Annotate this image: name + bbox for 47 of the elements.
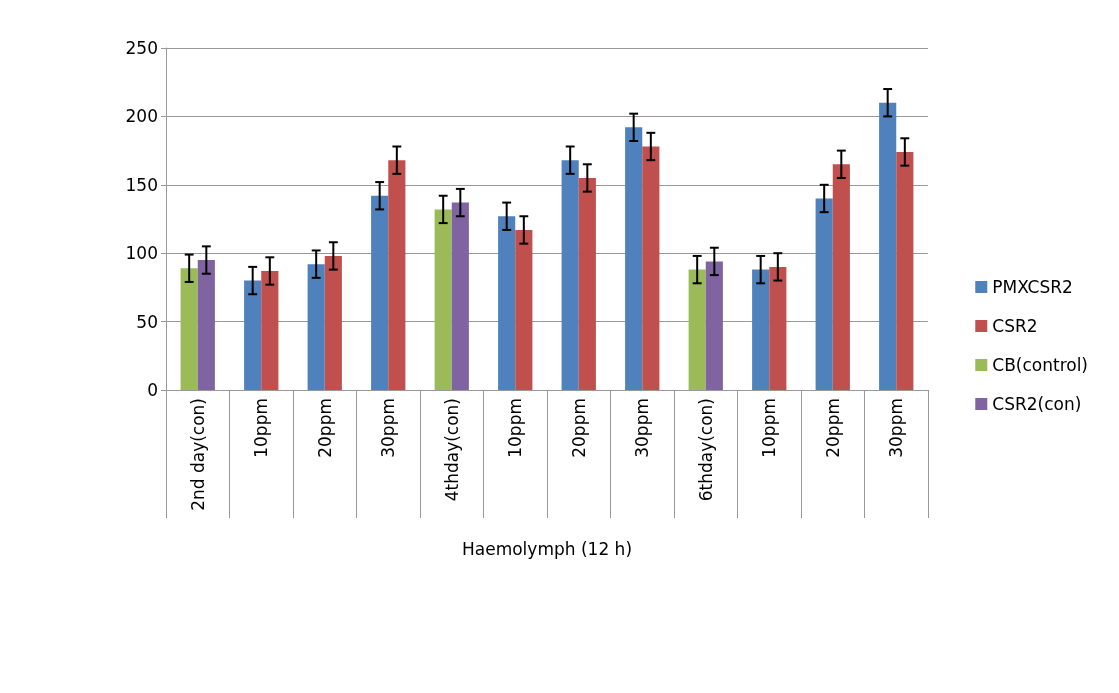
x-tick-label: 10ppm — [505, 398, 526, 458]
x-tick-label: 30ppm — [886, 398, 907, 458]
bar — [688, 269, 706, 390]
bar — [180, 268, 198, 390]
bar — [752, 269, 770, 390]
bar — [261, 270, 279, 390]
y-tick-label: 200 — [125, 106, 158, 127]
bar — [498, 216, 516, 390]
y-tick-label: 0 — [147, 380, 158, 400]
legend-label: CSR2(con) — [992, 394, 1082, 414]
bar — [515, 229, 533, 390]
bar — [578, 177, 596, 390]
bar — [896, 151, 914, 390]
bar — [815, 198, 833, 390]
x-tick-label: 10ppm — [759, 398, 780, 458]
y-tick-label: 250 — [125, 38, 158, 58]
bar — [879, 102, 897, 390]
x-tick-label: 2nd day(con) — [187, 398, 208, 511]
legend-label: CSR2 — [992, 316, 1038, 336]
bar — [434, 209, 452, 390]
y-tick-label: 100 — [125, 243, 158, 264]
x-tick-label: 4thday(con) — [441, 398, 462, 502]
y-tick-label: 150 — [125, 174, 158, 195]
bar — [371, 195, 389, 390]
x-tick-label: 20ppm — [568, 398, 589, 458]
bar — [625, 127, 643, 390]
bar — [769, 266, 787, 390]
bar — [642, 146, 660, 390]
x-axis-title: Haemolymph (12 h) — [461, 538, 633, 559]
bar — [324, 255, 342, 390]
bar — [197, 260, 215, 390]
legend-label: PMXCSR2 — [992, 277, 1073, 297]
x-tick-label: 6thday(con) — [695, 398, 716, 502]
x-tick-label: 20ppm — [822, 398, 843, 458]
legend-label: CB(control) — [992, 355, 1089, 375]
bar — [832, 164, 850, 390]
bar — [388, 160, 406, 390]
bar — [307, 264, 325, 390]
x-tick-label: 30ppm — [632, 398, 653, 458]
y-tick-label: 50 — [136, 311, 158, 332]
bar — [705, 261, 723, 390]
x-tick-label: 10ppm — [251, 398, 272, 458]
x-tick-label: 20ppm — [314, 398, 335, 458]
x-tick-label: 30ppm — [378, 398, 399, 458]
bar — [451, 202, 469, 390]
bar — [561, 160, 579, 390]
bar — [244, 280, 262, 390]
